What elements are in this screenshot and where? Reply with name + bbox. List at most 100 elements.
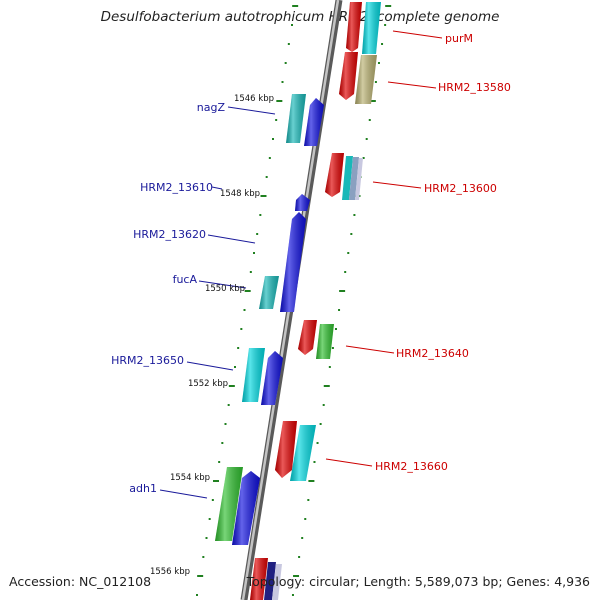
grid-dot xyxy=(301,537,304,539)
grid-dot xyxy=(218,461,221,463)
grid-dot xyxy=(374,81,377,83)
svg-text:adh1: adh1 xyxy=(129,482,157,495)
map-title: Desulfobacterium autotrophicum HRM2, com… xyxy=(100,9,500,25)
label-HRM2-13600[interactable]: HRM2_13600 xyxy=(372,181,497,195)
grid-dot xyxy=(381,43,384,45)
grid-dot xyxy=(260,195,267,197)
label-HRM2-13620[interactable]: HRM2_13620 xyxy=(133,228,256,244)
gene-nagZ[interactable] xyxy=(286,94,324,146)
grid-dot xyxy=(253,252,255,254)
grid-dot xyxy=(227,404,230,406)
svg-text:HRM2_13640: HRM2_13640 xyxy=(396,347,469,360)
grid-dot xyxy=(368,119,371,121)
grid-dot xyxy=(240,328,243,330)
svg-text:HRM2_13580: HRM2_13580 xyxy=(438,81,511,94)
grid-dot xyxy=(211,499,214,501)
svg-text:nagZ: nagZ xyxy=(197,101,226,114)
gene-HRM2-13620[interactable] xyxy=(280,212,306,312)
label-fucA[interactable]: fucA xyxy=(173,273,247,289)
grid-dot xyxy=(384,24,387,26)
grid-dot xyxy=(331,347,334,349)
grid-dot xyxy=(281,81,284,83)
grid-dot xyxy=(362,157,365,159)
gene-adh1[interactable] xyxy=(215,467,260,545)
grid-dot xyxy=(307,499,310,501)
svg-text:fucA: fucA xyxy=(173,273,198,286)
grid-dot xyxy=(213,480,219,482)
grid-dot xyxy=(197,575,204,577)
svg-text:purM: purM xyxy=(445,32,473,45)
gene-HRM2-13580[interactable] xyxy=(339,52,377,104)
grid-dot xyxy=(259,214,262,216)
grid-dot xyxy=(221,442,224,444)
scale-tick-1554: 1554 kbp xyxy=(170,473,210,483)
grid-dot xyxy=(350,233,353,235)
grid-dot xyxy=(202,556,205,558)
label-nagZ[interactable]: nagZ xyxy=(197,101,276,115)
grid-dot xyxy=(292,5,299,7)
grid-dot xyxy=(304,518,307,520)
grid-dot xyxy=(287,43,290,45)
label-HRM2-13660[interactable]: HRM2_13660 xyxy=(325,458,448,473)
grid-dot xyxy=(256,233,259,235)
grid-dot xyxy=(224,423,227,425)
scale-tick-1546: 1546 kbp xyxy=(234,94,274,104)
accession-label: Accession: NC_012108 xyxy=(9,574,152,589)
grid-dot xyxy=(365,138,368,140)
gene-fucA[interactable] xyxy=(259,276,279,309)
grid-dot xyxy=(298,556,301,558)
gene-HRM2-13660[interactable] xyxy=(275,421,316,481)
grid-dot xyxy=(205,537,208,539)
grid-dot xyxy=(284,62,287,64)
gene-HRM2-13650[interactable] xyxy=(242,348,283,405)
svg-text:HRM2_13620: HRM2_13620 xyxy=(133,228,206,241)
grid-dot xyxy=(334,328,337,330)
grid-dot xyxy=(276,100,283,102)
grid-dot xyxy=(268,157,271,159)
label-HRM2-13650[interactable]: HRM2_13650 xyxy=(111,354,234,371)
grid-dot xyxy=(234,366,236,368)
scale-tick-1556: 1556 kbp xyxy=(150,567,190,577)
grid-dot xyxy=(237,347,240,349)
grid-dot xyxy=(322,404,325,406)
grid-dot xyxy=(228,385,235,387)
grid-dot xyxy=(208,518,211,520)
gene-purM[interactable] xyxy=(346,2,381,54)
label-HRM2-13580[interactable]: HRM2_13580 xyxy=(387,81,511,94)
grid-dot xyxy=(313,461,316,463)
genome-summary: Topology: circular; Length: 5,589,073 bp… xyxy=(246,574,590,589)
grid-dot xyxy=(272,138,274,140)
grid-dot xyxy=(265,176,268,178)
label-HRM2-13610[interactable]: HRM2_13610 xyxy=(140,181,223,194)
grid-dot xyxy=(385,5,392,7)
grid-dot xyxy=(347,252,350,254)
gene-bottom-cluster[interactable] xyxy=(250,558,282,600)
grid-dot xyxy=(196,594,198,596)
label-purM[interactable]: purM xyxy=(392,30,473,45)
gene-HRM2-13610[interactable] xyxy=(295,194,310,211)
svg-text:HRM2_13650: HRM2_13650 xyxy=(111,354,184,367)
grid-dot xyxy=(293,575,300,577)
grid-dot xyxy=(323,385,330,387)
svg-text:HRM2_13660: HRM2_13660 xyxy=(375,460,448,473)
grid-dot xyxy=(328,366,331,368)
grid-dot xyxy=(316,442,319,444)
grid-dot xyxy=(377,62,380,64)
grid-dot xyxy=(249,271,252,273)
grid-dot xyxy=(244,290,251,292)
svg-text:HRM2_13600: HRM2_13600 xyxy=(424,182,497,195)
scale-labels: 1546 kbp 1548 kbp 1550 kbp 1552 kbp 1554… xyxy=(150,94,274,577)
grid-dot xyxy=(291,24,293,26)
label-HRM2-13640[interactable]: HRM2_13640 xyxy=(345,345,469,360)
grid-dot xyxy=(308,480,315,482)
grid-dot xyxy=(338,309,341,311)
gene-HRM2-13640[interactable] xyxy=(298,320,334,359)
label-adh1[interactable]: adh1 xyxy=(129,482,208,499)
grid-dot xyxy=(339,290,346,292)
scale-tick-1552: 1552 kbp xyxy=(188,379,228,389)
grid-dot xyxy=(291,594,294,596)
gene-HRM2-13600[interactable] xyxy=(325,153,363,200)
grid-dot xyxy=(275,119,278,121)
scale-tick-1550: 1550 kbp xyxy=(205,284,245,294)
